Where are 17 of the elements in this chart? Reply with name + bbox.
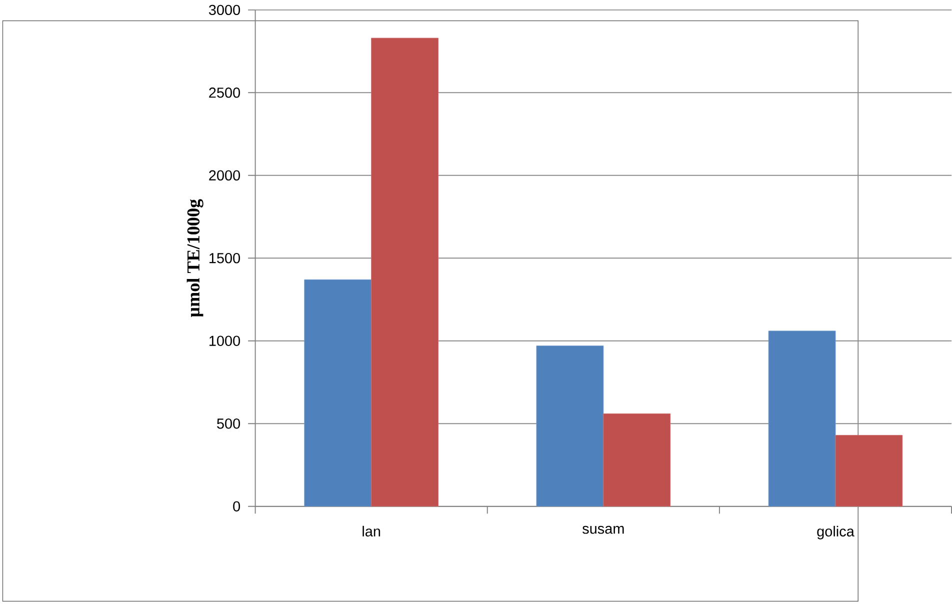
- bar: [371, 38, 438, 507]
- y-axis-title: µmol TE/1000g: [186, 199, 204, 318]
- x-tick-label: lan: [362, 526, 380, 537]
- bar: [768, 330, 836, 507]
- bar: [304, 279, 372, 507]
- y-tick-label: 2000: [209, 170, 240, 181]
- y-tick-label: 1500: [210, 253, 240, 264]
- bar: [603, 413, 671, 507]
- x-tick-label: susam: [582, 526, 624, 534]
- bar: [536, 346, 604, 507]
- bar: [835, 434, 903, 507]
- y-tick-label: 1000: [210, 336, 240, 346]
- y-tick-label: 2500: [209, 88, 240, 98]
- y-tick-label: 500: [217, 418, 240, 429]
- y-tick-label: 0: [233, 501, 240, 512]
- y-tick-label: 3000: [208, 4, 240, 16]
- x-tick-label: golica: [817, 526, 854, 540]
